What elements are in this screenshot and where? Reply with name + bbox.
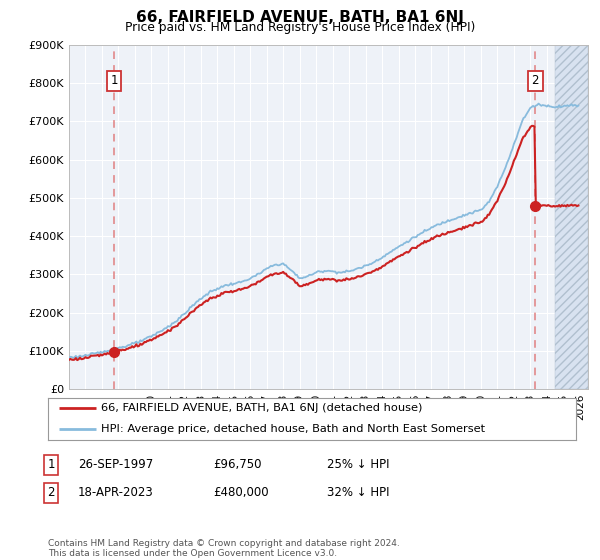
Text: Contains HM Land Registry data © Crown copyright and database right 2024.
This d: Contains HM Land Registry data © Crown c… [48, 539, 400, 558]
Text: 2: 2 [47, 486, 55, 500]
Text: £480,000: £480,000 [213, 486, 269, 500]
Text: HPI: Average price, detached house, Bath and North East Somerset: HPI: Average price, detached house, Bath… [101, 424, 485, 434]
Text: 2: 2 [532, 74, 539, 87]
Text: 26-SEP-1997: 26-SEP-1997 [78, 458, 153, 472]
Text: 66, FAIRFIELD AVENUE, BATH, BA1 6NJ: 66, FAIRFIELD AVENUE, BATH, BA1 6NJ [136, 10, 464, 25]
Text: Price paid vs. HM Land Registry's House Price Index (HPI): Price paid vs. HM Land Registry's House … [125, 21, 475, 34]
Text: 1: 1 [110, 74, 118, 87]
Text: £96,750: £96,750 [213, 458, 262, 472]
Text: 1: 1 [47, 458, 55, 472]
Text: 18-APR-2023: 18-APR-2023 [78, 486, 154, 500]
Text: 32% ↓ HPI: 32% ↓ HPI [327, 486, 389, 500]
Text: 25% ↓ HPI: 25% ↓ HPI [327, 458, 389, 472]
Text: 66, FAIRFIELD AVENUE, BATH, BA1 6NJ (detached house): 66, FAIRFIELD AVENUE, BATH, BA1 6NJ (det… [101, 403, 422, 413]
